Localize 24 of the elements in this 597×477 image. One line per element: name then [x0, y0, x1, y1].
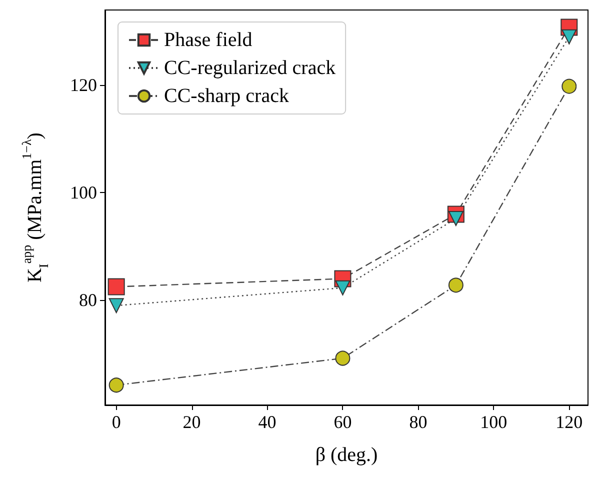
y-axis-title: KIapp (MPa.mm1−λ) — [19, 132, 51, 282]
point — [108, 278, 125, 296]
legend-label: CC-sharp crack — [164, 85, 289, 107]
x-tick-label: 80 — [409, 412, 428, 432]
y-tick-label: 100 — [70, 182, 97, 203]
point — [335, 350, 350, 366]
point — [448, 278, 464, 293]
point — [108, 378, 124, 393]
y-tick-label: 80 — [79, 290, 97, 310]
x-tick-label: 0 — [112, 412, 121, 432]
x-tick-label: 100 — [480, 412, 508, 432]
legend-label: CC-regularized crack — [164, 57, 336, 79]
y-tick-label: 120 — [70, 75, 97, 96]
legend-label: Phase field — [164, 29, 252, 51]
point — [562, 29, 577, 44]
x-tick-label: 20 — [182, 412, 201, 432]
point — [108, 298, 124, 314]
x-tick-label: 60 — [334, 412, 352, 432]
point — [562, 78, 577, 94]
point — [335, 280, 350, 296]
x-tick-label: 120 — [556, 412, 583, 432]
x-axis-title: β (deg.) — [315, 444, 378, 466]
point — [448, 211, 464, 226]
x-tick-label: 40 — [258, 412, 276, 432]
